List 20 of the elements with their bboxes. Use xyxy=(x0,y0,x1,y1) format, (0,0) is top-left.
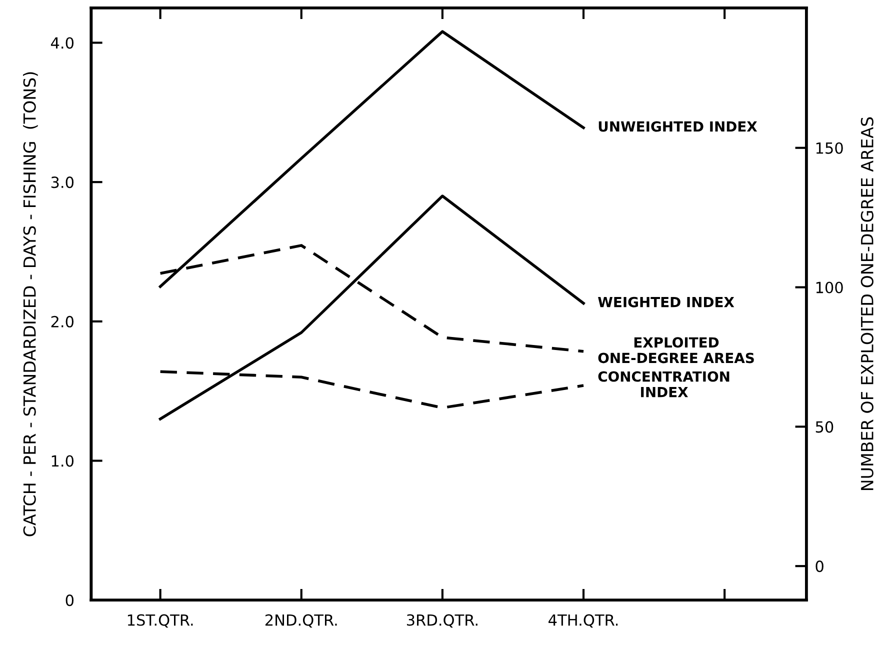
x-tick-label: 3RD.QTR. xyxy=(406,614,478,628)
y-tick-label: 1.0 xyxy=(52,455,74,467)
line-series xyxy=(158,194,585,420)
y2-tick-label: 50 xyxy=(816,421,834,433)
y2-tick-label: 0 xyxy=(816,560,824,572)
y-tick-label: 3.0 xyxy=(51,176,74,188)
x-tick-label: 1ST.QTR. xyxy=(128,614,193,628)
y2-tick-label: 100 xyxy=(816,282,843,294)
series-label: WEIGHTED INDEX xyxy=(598,296,734,308)
series-label: CONCENTRATION INDEX xyxy=(598,371,730,398)
y-tick-label: 0 xyxy=(66,594,74,606)
y2-axis-title: NUMBER OF EXPLOITED ONE-DEGREE AREAS xyxy=(860,117,874,490)
y-tick-label: 2.0 xyxy=(51,316,74,328)
x-tick-label: 4TH.QTR. xyxy=(548,614,618,628)
x-tick-label: 2ND.QTR. xyxy=(265,614,337,628)
y-axis-title: CATCH - PER - STANDARDIZED - DAYS - FISHING (TONS) xyxy=(23,72,38,536)
series-label: UNWEIGHTED INDEX xyxy=(598,121,758,132)
y2-tick-label: 150 xyxy=(816,142,843,154)
series-label: EXPLOITED ONE-DEGREE AREAS xyxy=(598,337,754,364)
y-tick-label: 4.0 xyxy=(50,37,74,49)
